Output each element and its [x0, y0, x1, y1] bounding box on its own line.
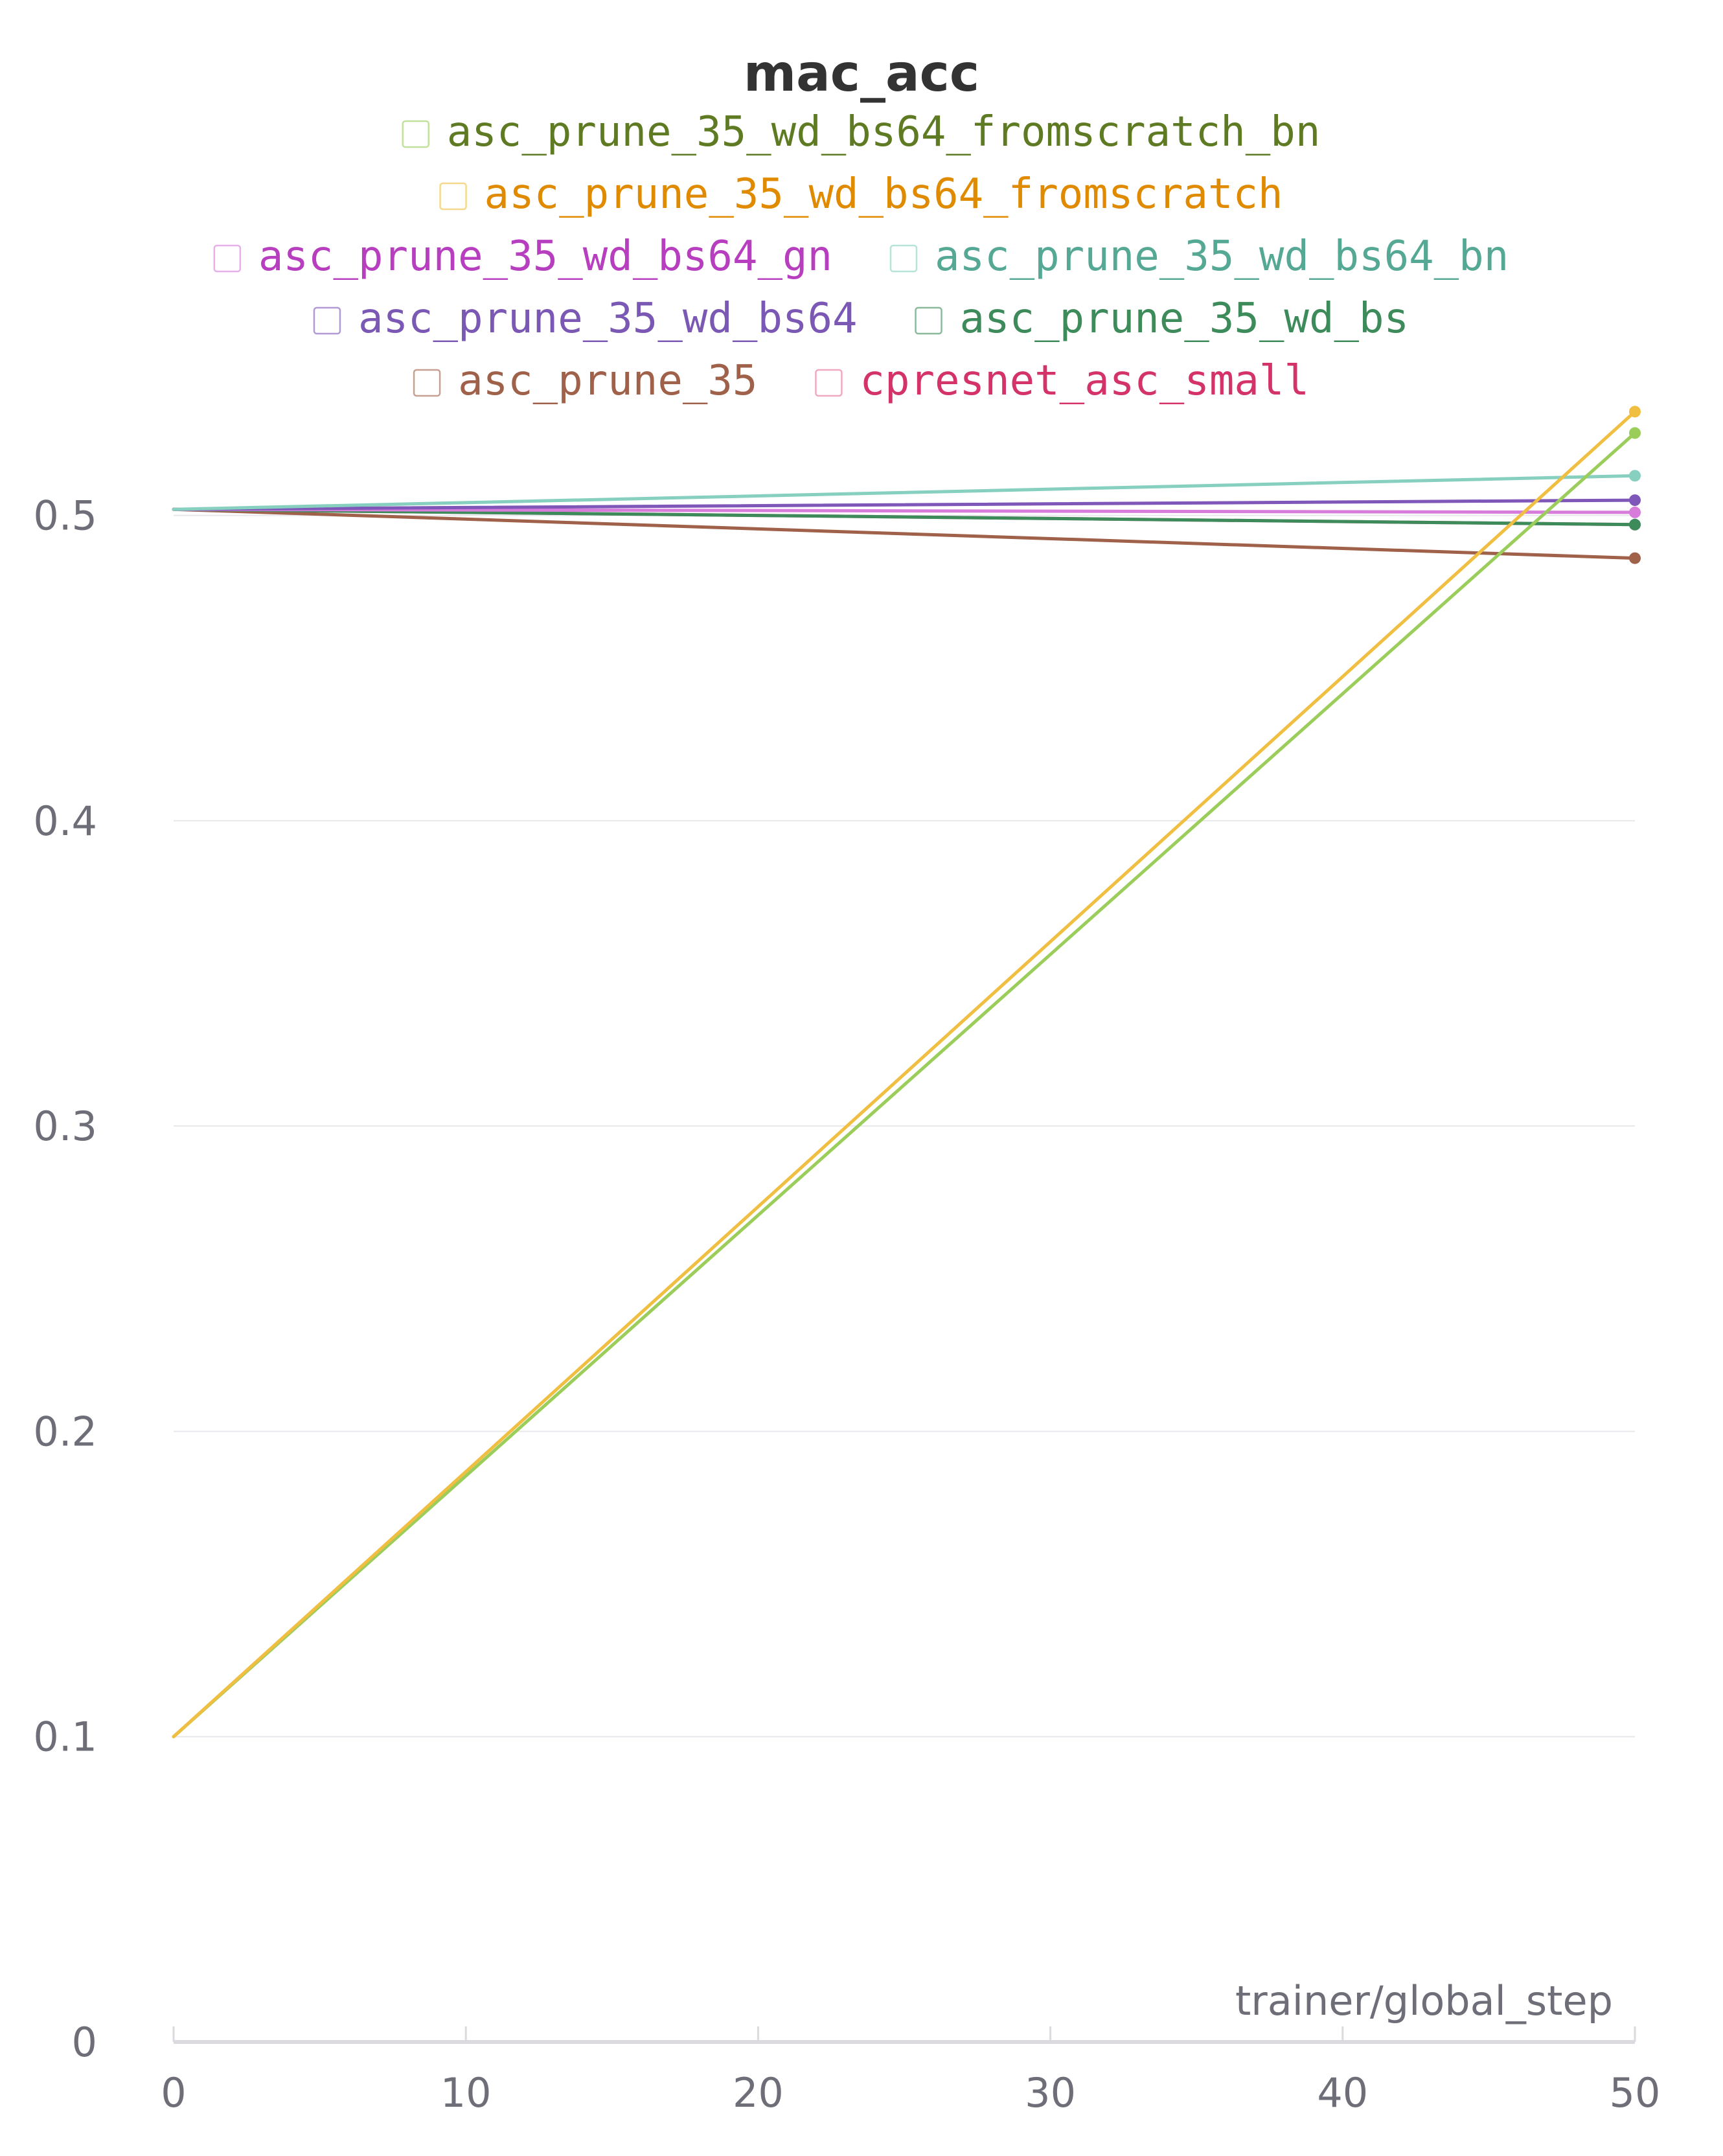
series-lines [172, 409, 1637, 1739]
series-line-asc_prune_35_wd_bs64_gn[interactable] [172, 507, 1637, 514]
series-line-asc_prune_35_wd_bs[interactable] [172, 507, 1637, 527]
series-line-asc_prune_35_wd_bs64_fromscratch_bn[interactable] [172, 431, 1637, 1739]
series-point-asc_prune_35_wd_bs64_fromscratch[interactable] [1629, 406, 1641, 418]
x-tick-label: 50 [1610, 2069, 1661, 2116]
y-tick-label: 0.4 [33, 797, 97, 845]
series-point-asc_prune_35_wd_bs64[interactable] [1629, 494, 1641, 507]
legend-label: asc_prune_35_wd_bs64_bn [935, 233, 1509, 281]
legend-label: asc_prune_35_wd_bs64_fromscratch [485, 170, 1283, 218]
y-tick-label: 0.3 [33, 1103, 97, 1150]
legend-swatch [313, 306, 341, 335]
legend-item[interactable]: asc_prune_35_wd_bs64_fromscratch [439, 170, 1283, 218]
series-line-asc_prune_35_wd_bs64[interactable] [172, 498, 1637, 511]
legend-item[interactable]: asc_prune_35_wd_bs64_gn [213, 233, 832, 281]
series-point-asc_prune_35[interactable] [1629, 552, 1641, 564]
x-axis-label: trainer/global_step [1235, 1977, 1613, 2024]
y-tick-label: 0.2 [33, 1408, 97, 1455]
legend-item[interactable]: asc_prune_35 [413, 357, 757, 405]
legend-swatch [213, 244, 242, 273]
series-line-asc_prune_35_wd_bs64_fromscratch[interactable] [172, 409, 1637, 1739]
series-line-asc_prune_35[interactable] [172, 507, 1637, 560]
legend-swatch [402, 120, 430, 148]
legend-swatch [815, 369, 843, 397]
series-line-asc_prune_35_wd_bs64_bn[interactable] [172, 474, 1637, 511]
legend-item[interactable]: asc_prune_35_wd_bs64_bn [889, 233, 1509, 281]
legend-item[interactable]: cpresnet_asc_small [815, 357, 1309, 405]
legend-swatch [413, 369, 441, 397]
legend-item[interactable]: asc_prune_35_wd_bs64 [313, 295, 858, 343]
legend-swatch [915, 306, 942, 335]
y-tick-label: 0.5 [33, 492, 97, 540]
series-point-asc_prune_35_wd_bs64_gn[interactable] [1629, 506, 1641, 518]
x-tick-label: 10 [440, 2069, 492, 2116]
y-axis-labels: 0 0.1 0.2 0.3 0.4 0.5 [33, 492, 97, 2066]
legend-label: asc_prune_35_wd_bs64_gn [258, 233, 832, 281]
x-tick-label: 30 [1025, 2069, 1076, 2116]
legend-item[interactable]: asc_prune_35_wd_bs64_fromscratch_bn [402, 108, 1321, 156]
legend-item[interactable]: asc_prune_35_wd_bs [915, 295, 1409, 343]
legend-label: asc_prune_35_wd_bs64 [358, 295, 858, 343]
legend-label: asc_prune_35_wd_bs [960, 295, 1409, 343]
legend-swatch [439, 182, 467, 211]
x-tick-label: 20 [733, 2069, 784, 2116]
x-tick-label: 0 [161, 2069, 186, 2116]
chart-title: mac_acc [744, 45, 979, 103]
legend-swatch [889, 244, 918, 273]
series-point-asc_prune_35_wd_bs64_bn[interactable] [1629, 470, 1641, 482]
x-tick-label: 40 [1317, 2069, 1368, 2116]
series-point-asc_prune_35_wd_bs64_fromscratch_bn[interactable] [1629, 427, 1641, 439]
grid-lines [174, 514, 1635, 1737]
legend-label: cpresnet_asc_small [860, 357, 1309, 405]
series-point-asc_prune_35_wd_bs[interactable] [1629, 518, 1641, 531]
y-tick-label: 0.1 [33, 1714, 97, 1761]
series-points [1629, 406, 1641, 564]
legend: asc_prune_35_wd_bs64_fromscratch_bn asc_p… [213, 108, 1509, 405]
legend-label: asc_prune_35_wd_bs64_fromscratch_bn [447, 108, 1321, 156]
x-axis: 0 10 20 30 40 50 [161, 2026, 1660, 2116]
legend-label: asc_prune_35 [458, 357, 757, 405]
y-tick-label: 0 [72, 2019, 97, 2066]
